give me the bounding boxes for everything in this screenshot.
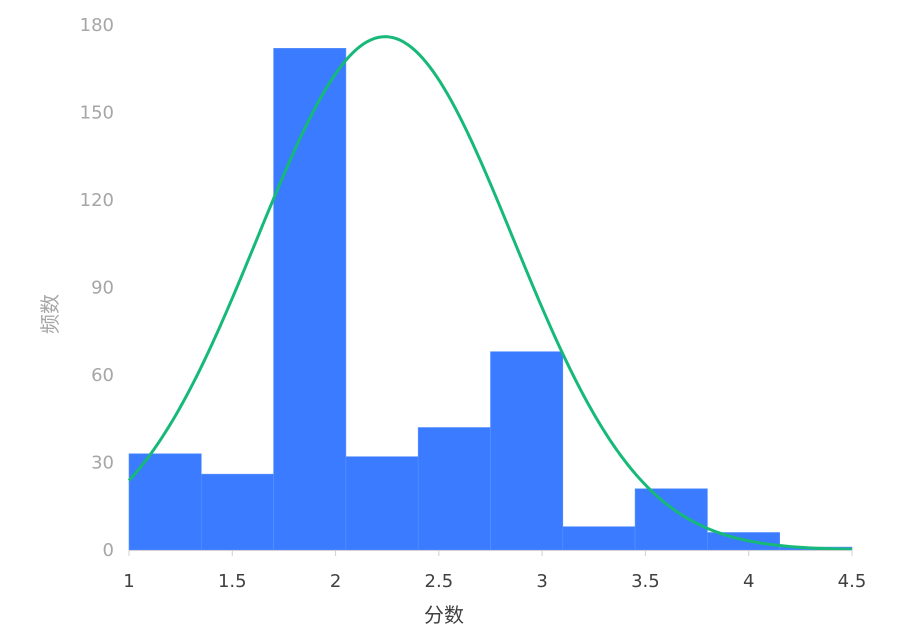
y-axis-ticks: 0 30 60 90 120 150 180 — [80, 15, 114, 561]
histogram-bar — [345, 456, 419, 551]
x-axis-ticks: 1 1.5 2 2.5 3 3.5 4 4.5 — [123, 550, 866, 592]
y-tick-label: 120 — [80, 190, 114, 211]
histogram-bar — [562, 526, 636, 551]
y-tick-label: 150 — [80, 103, 114, 124]
x-tick-label: 2 — [330, 571, 341, 592]
x-tick-label: 1 — [123, 571, 134, 592]
histogram-bar — [634, 488, 708, 551]
histogram-bar — [490, 351, 564, 551]
histogram-bars — [128, 48, 853, 551]
y-tick-label: 0 — [103, 540, 114, 561]
normal-distribution-curve — [127, 35, 853, 551]
x-tick-label: 1.5 — [218, 571, 247, 592]
x-tick-label: 3.5 — [631, 571, 660, 592]
histogram-bar — [273, 48, 347, 551]
histogram-bar — [201, 473, 274, 551]
histogram-bar — [417, 427, 491, 551]
y-tick-label: 90 — [91, 278, 114, 299]
y-tick-label: 60 — [91, 365, 114, 386]
histogram-bar — [128, 453, 202, 551]
x-tick-label: 4.5 — [838, 571, 867, 592]
x-axis-label: 分数 — [424, 603, 464, 627]
x-tick-label: 3 — [536, 571, 547, 592]
x-tick-label: 2.5 — [425, 571, 454, 592]
y-tick-label: 180 — [80, 15, 114, 36]
y-tick-label: 30 — [91, 453, 114, 474]
x-tick-label: 4 — [743, 571, 754, 592]
y-axis-label: 频数 — [38, 294, 62, 334]
